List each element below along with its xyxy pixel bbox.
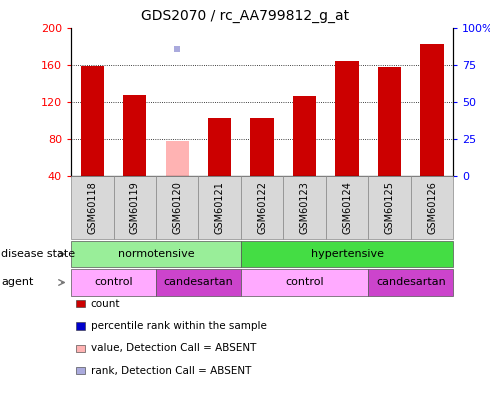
Text: value, Detection Call = ABSENT: value, Detection Call = ABSENT [91, 343, 256, 353]
Bar [344, 0, 350, 3]
Bar [80, 66, 104, 176]
Text: count: count [91, 299, 120, 309]
Bar [420, 44, 444, 176]
Text: GSM60120: GSM60120 [172, 181, 182, 234]
Bar [208, 118, 231, 176]
Text: GSM60118: GSM60118 [87, 181, 98, 234]
Text: disease state: disease state [1, 249, 75, 259]
Text: control: control [285, 277, 324, 288]
Text: GSM60126: GSM60126 [427, 181, 437, 234]
Text: agent: agent [1, 277, 33, 288]
Bar [429, 0, 435, 2]
Text: control: control [94, 277, 133, 288]
Text: normotensive: normotensive [118, 249, 195, 259]
Bar [335, 61, 359, 176]
Bar [90, 2, 95, 8]
Bar [123, 95, 147, 176]
Text: GSM60124: GSM60124 [342, 181, 352, 234]
Text: GSM60122: GSM60122 [257, 181, 267, 234]
Text: candesartan: candesartan [376, 277, 446, 288]
Bar [174, 46, 180, 52]
Text: GDS2070 / rc_AA799812_g_at: GDS2070 / rc_AA799812_g_at [141, 9, 349, 23]
Bar [166, 141, 189, 176]
Text: hypertensive: hypertensive [311, 249, 384, 259]
Text: GSM60119: GSM60119 [130, 181, 140, 234]
Bar [250, 118, 274, 176]
Text: GSM60121: GSM60121 [215, 181, 225, 234]
Text: GSM60123: GSM60123 [299, 181, 310, 234]
Bar [302, 8, 307, 13]
Bar [293, 96, 317, 176]
Bar [132, 5, 138, 11]
Bar [217, 11, 222, 17]
Bar [387, 0, 392, 6]
Bar [378, 67, 401, 176]
Text: candesartan: candesartan [164, 277, 233, 288]
Text: percentile rank within the sample: percentile rank within the sample [91, 321, 267, 331]
Bar [259, 9, 265, 15]
Text: rank, Detection Call = ABSENT: rank, Detection Call = ABSENT [91, 366, 251, 375]
Text: GSM60125: GSM60125 [385, 181, 394, 234]
